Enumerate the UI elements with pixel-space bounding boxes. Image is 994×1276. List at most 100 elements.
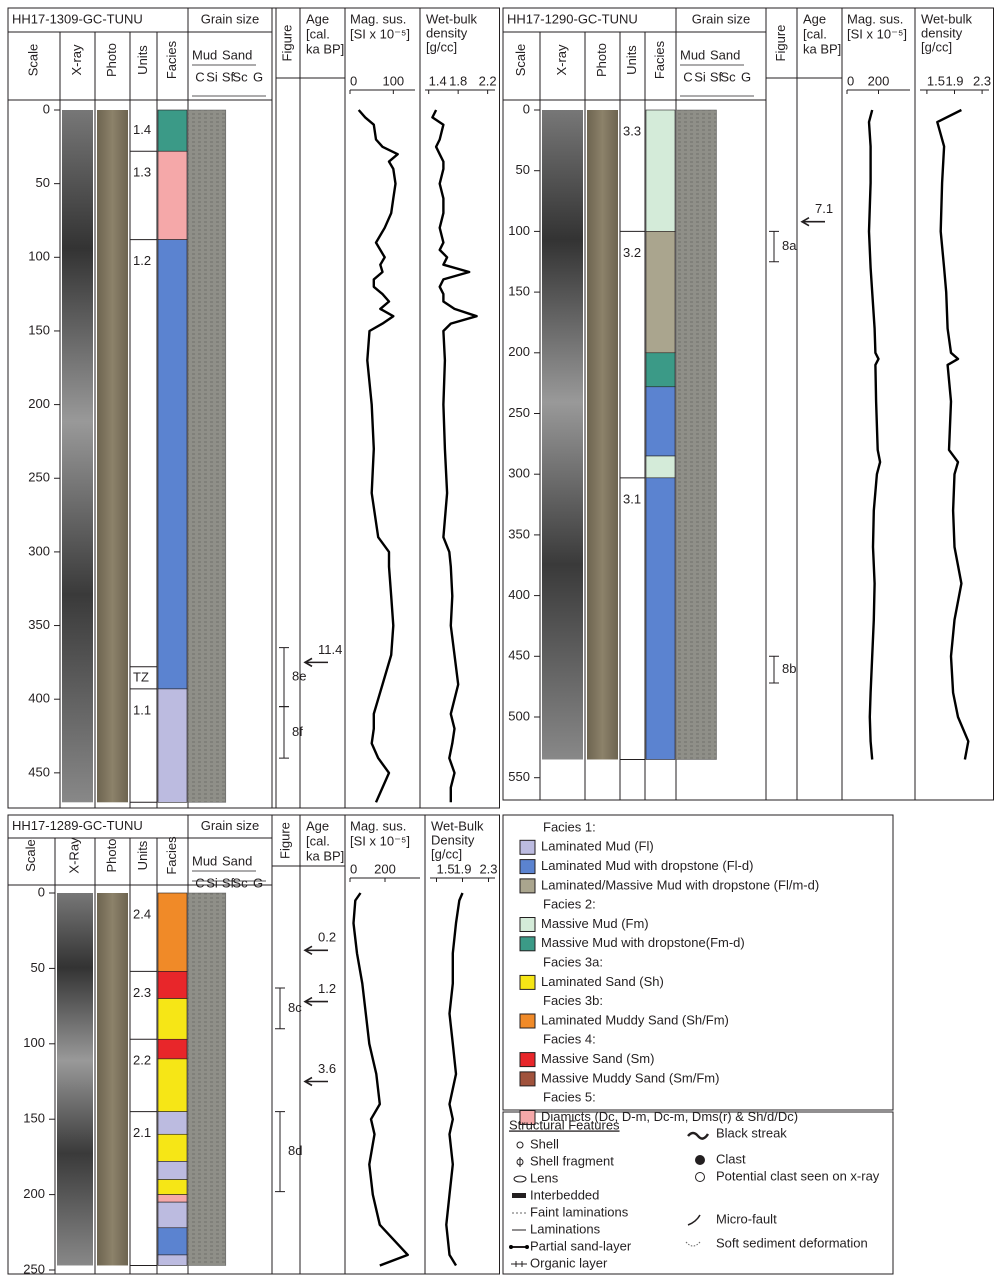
unit-label: 1.2 [133, 253, 151, 268]
age-header: ka BP] [803, 41, 841, 56]
structural-icon [686, 1242, 700, 1246]
legend-swatch [520, 1072, 535, 1086]
curve-tick-label: 1.5 [437, 861, 455, 876]
structural-icon [517, 1157, 523, 1167]
legend-swatch [520, 1014, 535, 1028]
column-header: Units [135, 840, 150, 870]
core-title: HH17-1289-GC-TUNU [12, 818, 143, 833]
facies-group-title: Facies 4: [543, 1032, 596, 1047]
figure-bracket [769, 656, 779, 683]
facies-group-title: Facies 3a: [543, 955, 603, 970]
grain-group: Mud [680, 47, 705, 62]
depth-label: 500 [508, 708, 530, 723]
structural-label: Partial sand-layer [530, 1238, 632, 1253]
age-header: Age [306, 818, 329, 833]
age-header: [cal. [306, 833, 330, 848]
density-header: [g/cc] [426, 39, 457, 54]
legend-label: Laminated Mud (Fl) [541, 839, 654, 854]
age-label: 3.6 [318, 1061, 336, 1076]
unit-label: 3.2 [623, 245, 641, 260]
grain-group: Mud [192, 853, 217, 868]
density-header: Wet-bulk [426, 11, 478, 26]
age-header: [cal. [306, 26, 330, 41]
legend-label: Laminated/Massive Mud with dropstone (Fl… [541, 877, 819, 892]
facies-interval [158, 1195, 187, 1203]
grain-group: Sand [710, 47, 740, 62]
structural-icon [514, 1176, 526, 1182]
curve-tick-label: 2.3 [973, 73, 991, 88]
column-header: Facies [164, 40, 179, 79]
legend-label: Laminated Sand (Sh) [541, 974, 664, 989]
unit-label: 2.2 [133, 1053, 151, 1068]
facies-interval [158, 999, 187, 1040]
column-header: Facies [652, 40, 667, 79]
column-header: Scale [25, 44, 40, 77]
legend-swatch [520, 918, 535, 932]
legend-swatch [520, 860, 535, 874]
grain-class: Si [694, 69, 706, 84]
depth-label: 100 [23, 1035, 45, 1050]
density-header: Wet-Bulk [431, 818, 484, 833]
facies-interval [158, 1059, 187, 1112]
figure-label: 8f [292, 724, 303, 739]
legend-label: Laminated Muddy Sand (Sh/Fm) [541, 1012, 729, 1027]
structural-icon [511, 1261, 527, 1267]
structural-icon [696, 1173, 705, 1182]
facies-interval [158, 893, 187, 971]
legend-label: Massive Mud (Fm) [541, 916, 649, 931]
density-header: density [426, 25, 468, 40]
curve-tick-label: 0 [350, 73, 357, 88]
figure-bracket [769, 231, 779, 261]
curve-tick-label: 1.8 [449, 73, 467, 88]
facies-interval [646, 478, 675, 760]
facies-interval [158, 1134, 187, 1161]
figure-label: 8d [288, 1143, 302, 1158]
legend-label: Laminated Mud with dropstone (Fl-d) [541, 858, 753, 873]
column-header: Figure [279, 25, 294, 62]
age-header: [cal. [803, 26, 827, 41]
legend-label: Massive Muddy Sand (Sm/Fm) [541, 1070, 719, 1085]
depth-label: 100 [508, 223, 530, 238]
legend-swatch [520, 937, 535, 951]
column-header: Scale [513, 44, 528, 77]
curve-tick-label: 2.3 [479, 861, 497, 876]
facies-interval [158, 1039, 187, 1059]
depth-label: 450 [508, 648, 530, 663]
core-photo [97, 893, 128, 1265]
age-label: 0.2 [318, 930, 336, 945]
facies-interval [158, 240, 187, 689]
grain-class: Si [206, 69, 218, 84]
facies-interval [158, 689, 187, 802]
grain-header: Grain size [692, 11, 751, 26]
figure-label: 8b [782, 661, 796, 676]
grain-class: Sc [232, 69, 248, 84]
depth-label: 450 [28, 764, 50, 779]
legend-swatch [520, 879, 535, 893]
grain-group: Sand [222, 47, 252, 62]
depth-label: 150 [28, 322, 50, 337]
structural-icon [509, 1245, 529, 1249]
unit-label: 2.4 [133, 906, 151, 921]
facies-interval [646, 110, 675, 231]
depth-label: 250 [508, 405, 530, 420]
facies-group-title: Facies 3b: [543, 993, 603, 1008]
structural-icon [688, 1133, 708, 1139]
column-header: X-ray [69, 44, 84, 76]
facies-group-title: Facies 1: [543, 819, 596, 834]
figure-label: 8e [292, 669, 306, 684]
age-header: Age [306, 11, 329, 26]
facies-interval [158, 1161, 187, 1179]
structural-label: Shell [530, 1136, 559, 1151]
core-photo [587, 110, 618, 759]
legend-label: Massive Sand (Sm) [541, 1051, 654, 1066]
figure-bracket [279, 707, 289, 759]
mag-header: Mag. sus. [350, 818, 406, 833]
depth-label: 250 [23, 1261, 45, 1276]
mag-header: [SI x 10⁻⁵] [847, 26, 907, 41]
grain-size-log [188, 110, 226, 802]
facies-interval [158, 1180, 187, 1195]
unit-label: 3.1 [623, 491, 641, 506]
structural-icon [688, 1215, 700, 1225]
grain-header: Grain size [201, 11, 260, 26]
legend-swatch [520, 1053, 535, 1067]
